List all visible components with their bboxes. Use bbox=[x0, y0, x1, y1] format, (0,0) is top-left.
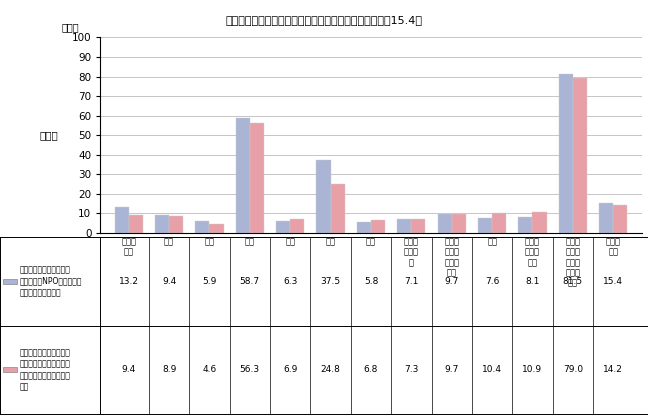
Bar bbox=[276, 220, 290, 233]
Bar bbox=[155, 215, 169, 233]
Text: 5.9: 5.9 bbox=[202, 277, 216, 286]
Bar bbox=[573, 79, 587, 233]
Bar bbox=[533, 212, 547, 233]
Text: 79.0: 79.0 bbox=[563, 365, 583, 374]
Text: 58.7: 58.7 bbox=[240, 277, 260, 286]
Bar bbox=[115, 207, 129, 233]
Text: 行政の持つ情報を外部機
関（民間、NPO等）のサイ
ト、システムに提供: 行政の持つ情報を外部機 関（民間、NPO等）のサイ ト、システムに提供 bbox=[20, 265, 82, 297]
Bar bbox=[411, 219, 426, 233]
Text: 5.8: 5.8 bbox=[364, 277, 378, 286]
Bar bbox=[290, 220, 305, 233]
Text: 81.5: 81.5 bbox=[563, 277, 583, 286]
Bar bbox=[397, 219, 411, 233]
Text: 56.3: 56.3 bbox=[240, 365, 260, 374]
Text: 9.7: 9.7 bbox=[445, 277, 459, 286]
Bar bbox=[169, 215, 183, 233]
Bar bbox=[613, 205, 627, 233]
Text: 8.9: 8.9 bbox=[162, 365, 176, 374]
Text: 6.8: 6.8 bbox=[364, 365, 378, 374]
Text: 15.4: 15.4 bbox=[603, 277, 623, 286]
Bar bbox=[236, 118, 250, 233]
Bar bbox=[599, 203, 613, 233]
Text: （％）: （％） bbox=[62, 22, 79, 32]
Text: 4.6: 4.6 bbox=[202, 365, 216, 374]
Text: 7.1: 7.1 bbox=[404, 277, 419, 286]
Text: 7.3: 7.3 bbox=[404, 365, 419, 374]
Text: 8.1: 8.1 bbox=[526, 277, 540, 286]
Bar bbox=[437, 214, 452, 233]
Text: 24.8: 24.8 bbox=[321, 365, 341, 374]
Text: 6.9: 6.9 bbox=[283, 365, 297, 374]
Bar bbox=[518, 217, 533, 233]
Bar bbox=[330, 184, 345, 233]
Bar bbox=[357, 222, 371, 233]
Bar bbox=[371, 220, 385, 233]
Text: 9.7: 9.7 bbox=[445, 365, 459, 374]
Text: 9.4: 9.4 bbox=[122, 365, 136, 374]
Bar bbox=[492, 213, 506, 233]
Text: 6.3: 6.3 bbox=[283, 277, 297, 286]
Text: ホームページ以外の手法による情報提供は全分野平均で15.4％: ホームページ以外の手法による情報提供は全分野平均で15.4％ bbox=[226, 15, 422, 25]
Bar bbox=[3, 279, 17, 284]
Text: 10.4: 10.4 bbox=[482, 365, 502, 374]
Text: 7.6: 7.6 bbox=[485, 277, 500, 286]
Text: 13.2: 13.2 bbox=[119, 277, 139, 286]
Text: 37.5: 37.5 bbox=[321, 277, 341, 286]
Text: 9.4: 9.4 bbox=[162, 277, 176, 286]
Bar bbox=[478, 218, 492, 233]
Bar bbox=[129, 215, 143, 233]
Text: 行政の持つ情報に加え、
外部機関の情報をサイト
やシステムに取り込んで
提供: 行政の持つ情報に加え、 外部機関の情報をサイト やシステムに取り込んで 提供 bbox=[20, 348, 71, 391]
Bar bbox=[3, 367, 17, 372]
Bar bbox=[316, 160, 330, 233]
Text: 実施率: 実施率 bbox=[40, 130, 58, 140]
Bar bbox=[195, 221, 209, 233]
Bar bbox=[209, 224, 224, 233]
Bar bbox=[559, 74, 573, 233]
Text: 14.2: 14.2 bbox=[603, 365, 623, 374]
Bar bbox=[250, 123, 264, 233]
Bar bbox=[452, 214, 466, 233]
Text: 10.9: 10.9 bbox=[522, 365, 542, 374]
